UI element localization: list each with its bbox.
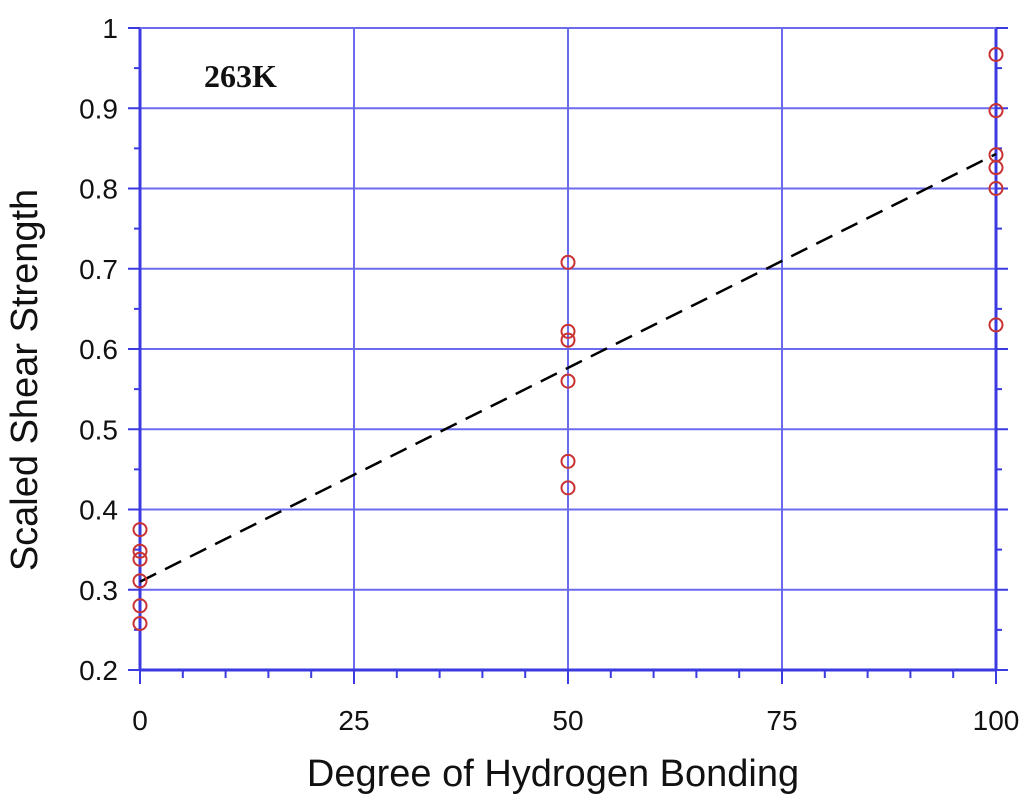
y-axis-title: Scaled Shear Strength <box>4 189 46 571</box>
data-point <box>132 543 148 559</box>
y-tick-label: 0.3 <box>79 575 118 606</box>
y-tick-label: 0.5 <box>79 414 118 445</box>
y-tick-label: 0.4 <box>79 495 118 526</box>
y-tick-label: 0.6 <box>79 334 118 365</box>
x-tick-label: 100 <box>973 705 1020 736</box>
axis-ticks <box>128 27 1008 684</box>
temperature-annotation: 263K <box>204 58 277 94</box>
data-point <box>132 598 148 614</box>
x-tick-label: 50 <box>552 705 583 736</box>
data-point <box>132 573 148 589</box>
data-point <box>560 332 576 348</box>
x-tick-label: 25 <box>338 705 369 736</box>
y-tick-label: 1 <box>102 13 118 44</box>
grid <box>139 27 997 671</box>
data-point <box>132 551 148 567</box>
data-point <box>560 254 576 270</box>
data-point <box>988 46 1004 62</box>
fit-line-layer <box>139 152 997 583</box>
data-point <box>560 323 576 339</box>
y-tick-label: 0.9 <box>79 93 118 124</box>
x-tick-label: 0 <box>132 705 148 736</box>
data-points <box>132 46 1004 631</box>
data-point <box>560 373 576 389</box>
y-tick-label: 0.8 <box>79 174 118 205</box>
x-tick-label: 75 <box>766 705 797 736</box>
data-point <box>132 522 148 538</box>
data-point <box>988 181 1004 196</box>
x-axis-title: Degree of Hydrogen Bonding <box>307 753 799 795</box>
y-tick-label: 0.2 <box>79 655 118 686</box>
data-point <box>132 615 148 631</box>
data-point <box>560 453 576 469</box>
fit-line <box>139 152 997 583</box>
data-point <box>988 317 1004 333</box>
data-point <box>988 160 1004 176</box>
y-tick-label: 0.7 <box>79 254 118 285</box>
tick-labels: 0 25 50 75 100 0.2 0.3 0.4 0.5 0.6 0.7 0.8 0.9 1 <box>79 13 1019 736</box>
data-point <box>988 103 1004 119</box>
data-point <box>560 480 576 496</box>
